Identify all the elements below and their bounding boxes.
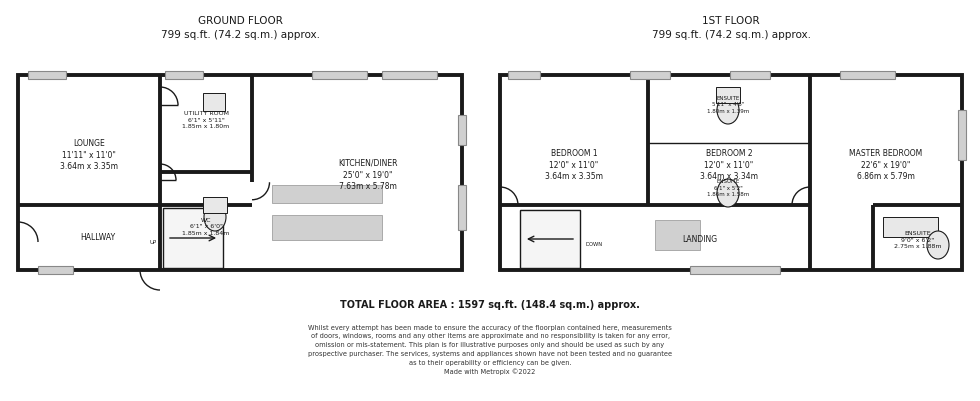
Bar [458,185,466,230]
Bar [716,87,740,103]
Bar [272,185,382,203]
Bar [165,71,203,79]
Ellipse shape [204,203,226,231]
Bar [312,71,367,79]
Text: TOTAL FLOOR AREA : 1597 sq.ft. (148.4 sq.m.) approx.: TOTAL FLOOR AREA : 1597 sq.ft. (148.4 sq… [340,300,640,310]
Bar [272,215,382,240]
Bar [382,71,437,79]
Text: WC
6'1" x 6'0"
1.85m x 1.84m: WC 6'1" x 6'0" 1.85m x 1.84m [182,218,229,236]
Bar [958,110,966,160]
Text: LANDING: LANDING [682,235,717,245]
Bar [840,71,895,79]
Text: BEDROOM 1
12'0" x 11'0"
3.64m x 3.35m: BEDROOM 1 12'0" x 11'0" 3.64m x 3.35m [545,149,603,181]
Text: ENSUITE
5'11" x 4'6"
1.80m x 1.39m: ENSUITE 5'11" x 4'6" 1.80m x 1.39m [707,96,749,114]
Text: UP: UP [149,241,157,245]
Text: ENSUITE
6'1" x 5'2"
1.86m x 1.58m: ENSUITE 6'1" x 5'2" 1.86m x 1.58m [707,179,749,197]
Bar [203,93,225,111]
Text: MASTER BEDROOM
22'6" x 19'0"
6.86m x 5.79m: MASTER BEDROOM 22'6" x 19'0" 6.86m x 5.7… [850,149,922,181]
Text: UTILITY ROOM
6'1" x 5'11"
1.85m x 1.80m: UTILITY ROOM 6'1" x 5'11" 1.85m x 1.80m [182,111,229,129]
Bar [690,266,780,274]
Bar [163,208,223,268]
Text: 1ST FLOOR
799 sq.ft. (74.2 sq.m.) approx.: 1ST FLOOR 799 sq.ft. (74.2 sq.m.) approx… [652,16,810,41]
Bar [508,71,540,79]
Bar [18,75,462,270]
Text: ENSUITE
9'0" x 6'2"
2.75m x 1.88m: ENSUITE 9'0" x 6'2" 2.75m x 1.88m [895,231,942,249]
Text: DOWN: DOWN [585,241,602,247]
Bar [730,71,770,79]
Text: HALLWAY: HALLWAY [80,233,116,243]
Bar [520,210,580,268]
Bar [630,71,670,79]
Bar [38,266,73,274]
Text: LOUNGE
11'11" x 11'0"
3.64m x 3.35m: LOUNGE 11'11" x 11'0" 3.64m x 3.35m [60,139,118,171]
Ellipse shape [717,96,739,124]
Text: GROUND FLOOR
799 sq.ft. (74.2 sq.m.) approx.: GROUND FLOOR 799 sq.ft. (74.2 sq.m.) app… [161,16,319,41]
Text: Whilst every attempt has been made to ensure the accuracy of the floorplan conta: Whilst every attempt has been made to en… [308,324,672,375]
Bar [28,71,66,79]
Ellipse shape [927,231,949,259]
Bar [458,115,466,145]
Ellipse shape [717,179,739,207]
Bar [655,220,700,250]
Bar [203,197,227,213]
Text: BEDROOM 2
12'0" x 11'0"
3.64m x 3.34m: BEDROOM 2 12'0" x 11'0" 3.64m x 3.34m [700,149,758,181]
Text: KITCHEN/DINER
25'0" x 19'0"
7.63m x 5.78m: KITCHEN/DINER 25'0" x 19'0" 7.63m x 5.78… [338,159,398,191]
Bar [500,75,962,270]
Bar [883,217,938,237]
